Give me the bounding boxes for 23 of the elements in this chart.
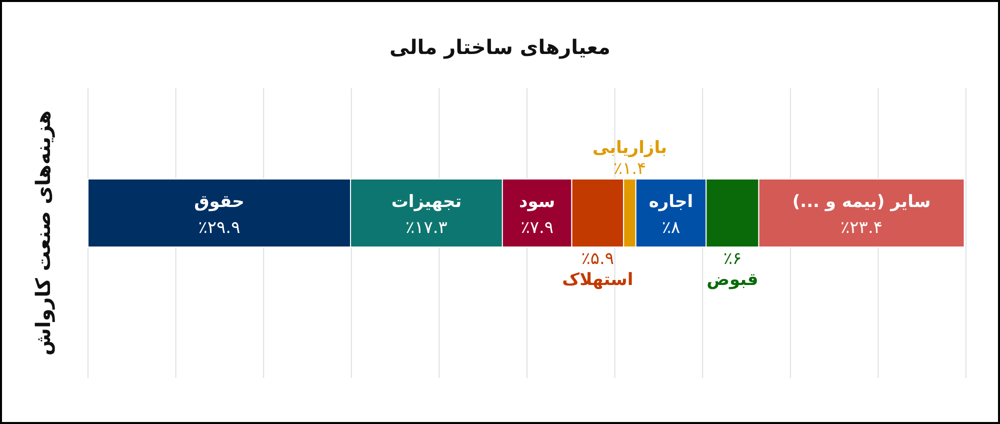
data-label: ٪۱۷.۳ — [406, 218, 448, 238]
series-label: اجاره — [648, 192, 694, 212]
series-label: بازاریابی — [592, 138, 667, 158]
data-label: ٪۲۹.۹ — [198, 218, 240, 238]
y-axis-title: هزینه‌های صنعت کارواش — [31, 110, 55, 356]
series-label: سود — [519, 192, 556, 212]
data-label: ٪۸ — [662, 218, 680, 238]
حقوق: حقوق ٪۲۹.۹ — [88, 178, 352, 248]
سود: سود ٪۷.۹ — [502, 178, 572, 248]
series-label: تجهیزات — [391, 192, 462, 212]
data-label: ٪۷.۹ — [520, 218, 554, 238]
data-label: ٪۵.۹ — [581, 249, 614, 269]
تجهیزات: تجهیزات ٪۱۷.۳ — [350, 178, 503, 248]
series-label: حقوق — [194, 192, 244, 212]
series-label: قبوض — [706, 270, 758, 290]
اجاره: اجاره ٪۸ — [635, 178, 707, 248]
chart-title: معیارهای ساختار مالی — [390, 35, 610, 59]
data-label: ٪۶ — [723, 249, 742, 269]
data-label: ٪۲۳.۴ — [840, 218, 882, 238]
series-label: استهلاک — [562, 270, 634, 290]
series-label: سایر (بیمه و ...) — [792, 192, 931, 212]
قبوض: قبوض ٪۶ — [706, 178, 760, 290]
data-label: ٪۱.۴ — [613, 159, 646, 179]
